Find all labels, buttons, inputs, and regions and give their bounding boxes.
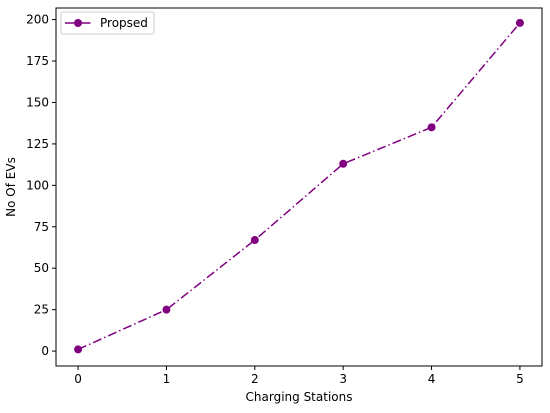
y-tick-label: 200 (26, 13, 49, 27)
x-tick-label: 4 (428, 372, 436, 386)
y-tick-label: 150 (26, 95, 49, 109)
y-tick-label: 125 (26, 137, 49, 151)
x-tick-label: 2 (251, 372, 259, 386)
y-tick-label: 75 (34, 220, 49, 234)
plot-frame (55, 7, 543, 367)
x-axis-label: Charging Stations (246, 390, 353, 404)
y-tick-label: 100 (26, 178, 49, 192)
data-point (339, 159, 348, 168)
legend-marker (74, 19, 82, 27)
data-point (250, 236, 259, 245)
legend: Propsed (60, 11, 155, 35)
data-point (515, 18, 524, 27)
y-tick-label: 25 (34, 303, 49, 317)
x-tick-label: 1 (163, 372, 171, 386)
x-tick-label: 5 (516, 372, 524, 386)
y-tick-label: 175 (26, 54, 49, 68)
x-tick-label: 3 (339, 372, 347, 386)
data-point (427, 123, 436, 132)
y-tick-label: 0 (41, 344, 49, 358)
legend-box (60, 11, 155, 35)
data-point (74, 345, 83, 354)
legend-label: Propsed (100, 16, 148, 30)
x-tick-label: 0 (74, 372, 82, 386)
data-point (162, 305, 171, 314)
y-tick-label: 50 (34, 261, 49, 275)
series-line (77, 22, 521, 351)
y-axis-label: No Of EVs (4, 157, 18, 217)
plot-area (74, 18, 524, 354)
